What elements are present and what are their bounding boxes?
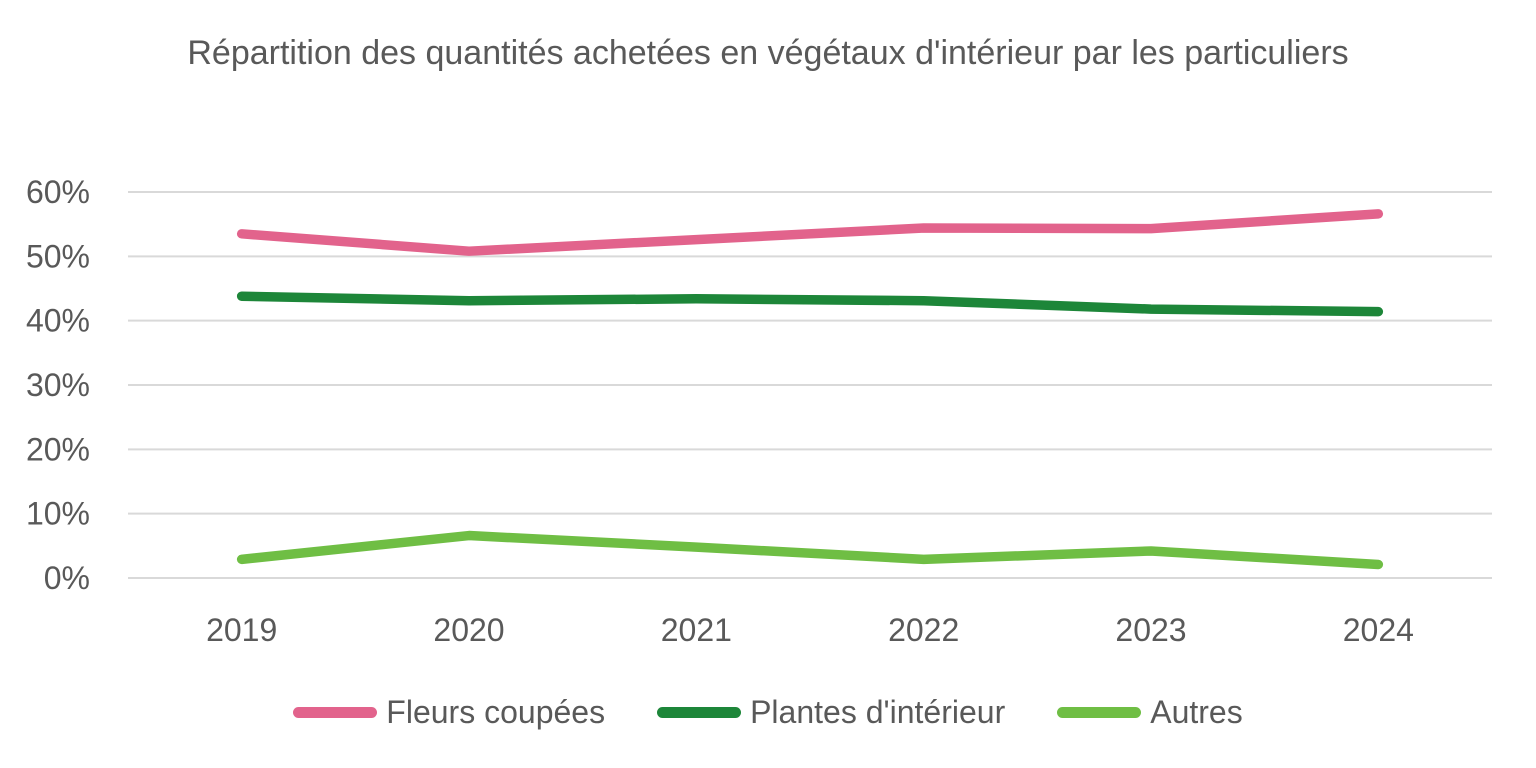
- x-axis-tick-label: 2021: [661, 612, 732, 648]
- legend-label-autres: Autres: [1150, 694, 1243, 730]
- chart-title: Répartition des quantités achetées en vé…: [187, 34, 1349, 72]
- legend-item-plantes-interieur[interactable]: Plantes d'intérieur: [657, 694, 1005, 731]
- legend-swatch-fleurs-coupees-icon: [293, 707, 378, 718]
- y-axis-tick-label: 20%: [26, 431, 90, 467]
- y-axis-tick-label: 40%: [26, 303, 90, 339]
- legend-swatch-autres-icon: [1057, 707, 1142, 718]
- legend-item-fleurs-coupees[interactable]: Fleurs coupées: [293, 694, 605, 731]
- x-axis-tick-label: 2022: [888, 612, 959, 648]
- legend-label-plantes-interieur: Plantes d'intérieur: [750, 694, 1006, 730]
- legend-item-autres[interactable]: Autres: [1057, 694, 1243, 731]
- x-axis-tick-label: 2024: [1343, 612, 1414, 648]
- y-axis-tick-label: 0%: [44, 560, 90, 596]
- x-axis-tick-label: 2019: [206, 612, 277, 648]
- y-axis-tick-label: 30%: [26, 367, 90, 403]
- x-axis-tick-label: 2020: [433, 612, 504, 648]
- series-line-fleurs-coup-es: [236, 209, 1384, 256]
- legend-label-fleurs-coupees: Fleurs coupées: [386, 694, 606, 730]
- legend: Fleurs coupées Plantes d'intérieur Autre…: [0, 694, 1536, 731]
- legend-swatch-plantes-interieur-icon: [657, 707, 742, 718]
- y-axis-tick-label: 10%: [26, 496, 90, 532]
- series-line-autres: [236, 530, 1384, 570]
- x-axis-tick-label: 2023: [1115, 612, 1186, 648]
- series-line-plantes-d-int-rieur: [236, 291, 1384, 317]
- y-axis-tick-label: 60%: [26, 174, 90, 210]
- y-axis-tick-label: 50%: [26, 238, 90, 274]
